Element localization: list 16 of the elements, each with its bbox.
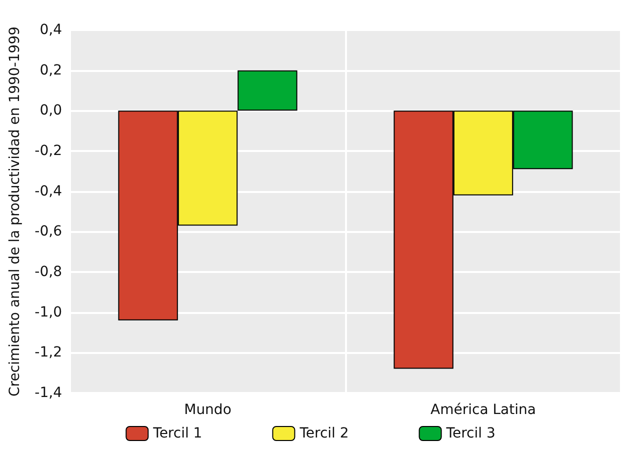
x-tick-label: Mundo (184, 402, 232, 418)
legend-label: Tercil 3 (445, 426, 496, 442)
y-tick-label: -0,6 (34, 224, 62, 240)
y-tick-label: -1,2 (34, 344, 62, 361)
y-tick-label: 0,0 (40, 102, 62, 119)
y-tick-label: -1,0 (34, 304, 62, 320)
y-tick-label: -0,4 (34, 183, 62, 200)
x-tick-label: América Latina (430, 402, 536, 418)
y-tick-label: -0,2 (34, 143, 62, 159)
y-tick-label: 0,4 (40, 22, 62, 38)
legend-label: Tercil 1 (152, 426, 202, 442)
y-tick-label: 0,2 (40, 62, 62, 78)
y-tick-label: -1,4 (34, 385, 62, 401)
legend-label: Tercil 2 (298, 426, 349, 442)
y-axis-title: Crecimiento anual de la productividad en 1990-1999 (7, 26, 23, 397)
y-tick-label: -0,8 (34, 264, 62, 280)
